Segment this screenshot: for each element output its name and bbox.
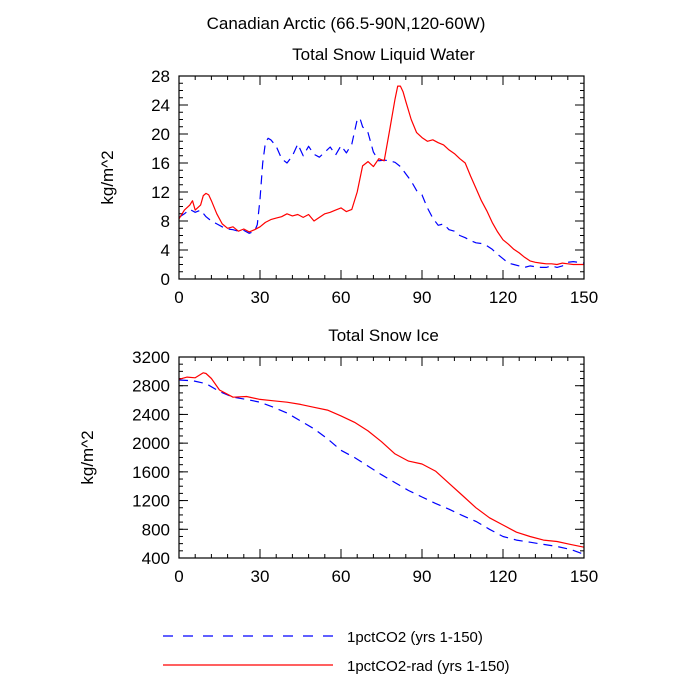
x-tick-label: 120 [489, 288, 517, 307]
y-tick-label: 20 [151, 125, 170, 144]
plot-frame [178, 356, 585, 559]
series-line-1pctco2 [178, 117, 585, 268]
y-tick-label: 2000 [132, 434, 170, 453]
y-tick-label: 800 [142, 520, 170, 539]
figure-title: Canadian Arctic (66.5-90N,120-60W) [207, 14, 486, 33]
x-tick-label: 0 [174, 288, 183, 307]
series-line-1pctco2-rad [178, 372, 585, 548]
x-tick-label: 120 [489, 567, 517, 586]
x-tick-label: 60 [332, 567, 351, 586]
series-line-1pctco2-rad [178, 85, 584, 266]
legend-label: 1pctCO2 (yrs 1-150) [347, 629, 483, 646]
x-tick-label: 60 [332, 288, 351, 307]
y-tick-label: 3200 [132, 348, 170, 367]
x-tick-label: 90 [413, 567, 432, 586]
y-tick-label: 4 [161, 241, 170, 260]
x-tick-label: 30 [251, 288, 270, 307]
plot-frame [178, 75, 585, 280]
chart-title-ice: Total Snow Ice [328, 326, 439, 345]
x-tick-label: 30 [251, 567, 270, 586]
y-tick-label: 400 [142, 549, 170, 568]
y-tick-label: 24 [151, 96, 170, 115]
legend-label: 1pctCO2-rad (yrs 1-150) [347, 658, 510, 675]
minor-ticks [178, 75, 585, 280]
x-tick-label: 150 [570, 567, 598, 586]
y-tick-label: 0 [161, 270, 170, 289]
x-tick-label: 90 [413, 288, 432, 307]
y-tick-label: 28 [151, 67, 170, 86]
y-tick-label: 16 [151, 154, 170, 173]
legend: 1pctCO2 (yrs 1-150) 1pctCO2-rad (yrs 1-15… [163, 629, 510, 675]
chart-panel-2: Total Snow Ice kg/m^2 0 30 60 90 120 150 400 800 1… [78, 326, 598, 586]
series-line-1pctco2 [178, 379, 585, 555]
x-tick-label: 150 [570, 288, 598, 307]
y-axis-label: kg/m^2 [78, 430, 97, 484]
y-tick-label: 1200 [132, 492, 170, 511]
chart-title-liquid: Total Snow Liquid Water [292, 45, 475, 64]
y-tick-label: 8 [161, 212, 170, 231]
y-tick-label: 2400 [132, 405, 170, 424]
x-tick-label: 0 [174, 567, 183, 586]
y-tick-label: 12 [151, 183, 170, 202]
y-tick-label: 1600 [132, 463, 170, 482]
y-tick-label: 2800 [132, 377, 170, 396]
minor-ticks [178, 356, 585, 559]
y-axis-label: kg/m^2 [98, 150, 117, 204]
